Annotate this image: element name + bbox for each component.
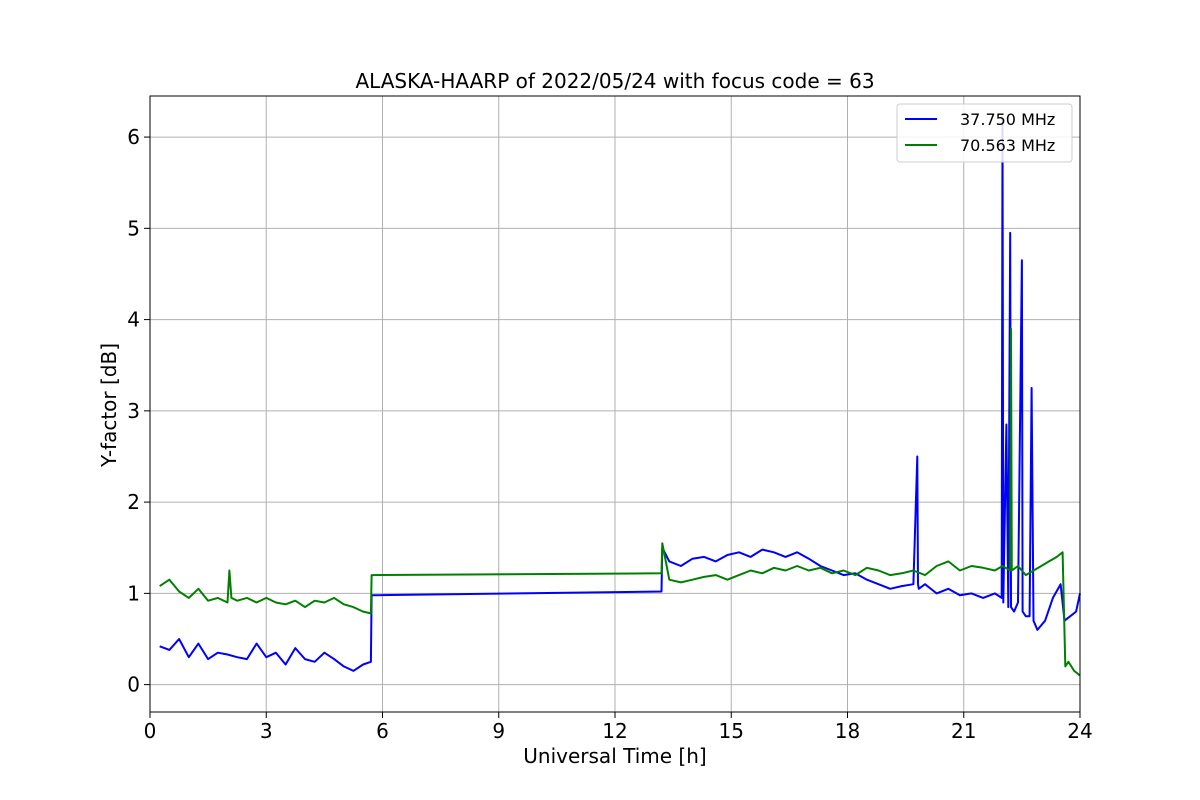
x-tick-label: 0 [144,719,157,743]
y-tick-label: 3 [127,399,140,423]
legend-box [896,103,1073,163]
x-tick-label: 15 [719,719,744,743]
legend: 37.750 MHz 70.563 MHz [896,103,1073,163]
x-tick-label: 3 [260,719,273,743]
y-axis-ticks: 0 1 2 3 4 5 6 [127,125,150,697]
legend-label-70563: 70.563 MHz [960,136,1055,155]
legend-label-37750: 37.750 MHz [960,110,1055,129]
x-axis-ticks: 0 3 6 9 12 15 18 21 24 [144,712,1093,743]
x-tick-label: 21 [951,719,976,743]
y-tick-label: 1 [127,581,140,605]
y-axis-label: Y-factor [dB] [97,343,121,468]
x-tick-label: 24 [1067,719,1092,743]
x-tick-label: 18 [835,719,860,743]
chart-title: ALASKA-HAARP of 2022/05/24 with focus co… [355,69,874,93]
series-line-0 [159,117,1081,672]
series-line-1 [159,327,1081,677]
y-tick-label: 6 [127,125,140,149]
x-axis-label: Universal Time [h] [523,744,706,768]
y-tick-label: 2 [127,490,140,514]
y-tick-label: 4 [127,308,140,332]
y-tick-label: 5 [127,216,140,240]
y-tick-label: 0 [127,673,140,697]
x-tick-label: 6 [376,719,389,743]
series-layer [159,117,1081,677]
x-tick-label: 9 [492,719,505,743]
x-tick-label: 12 [602,719,627,743]
